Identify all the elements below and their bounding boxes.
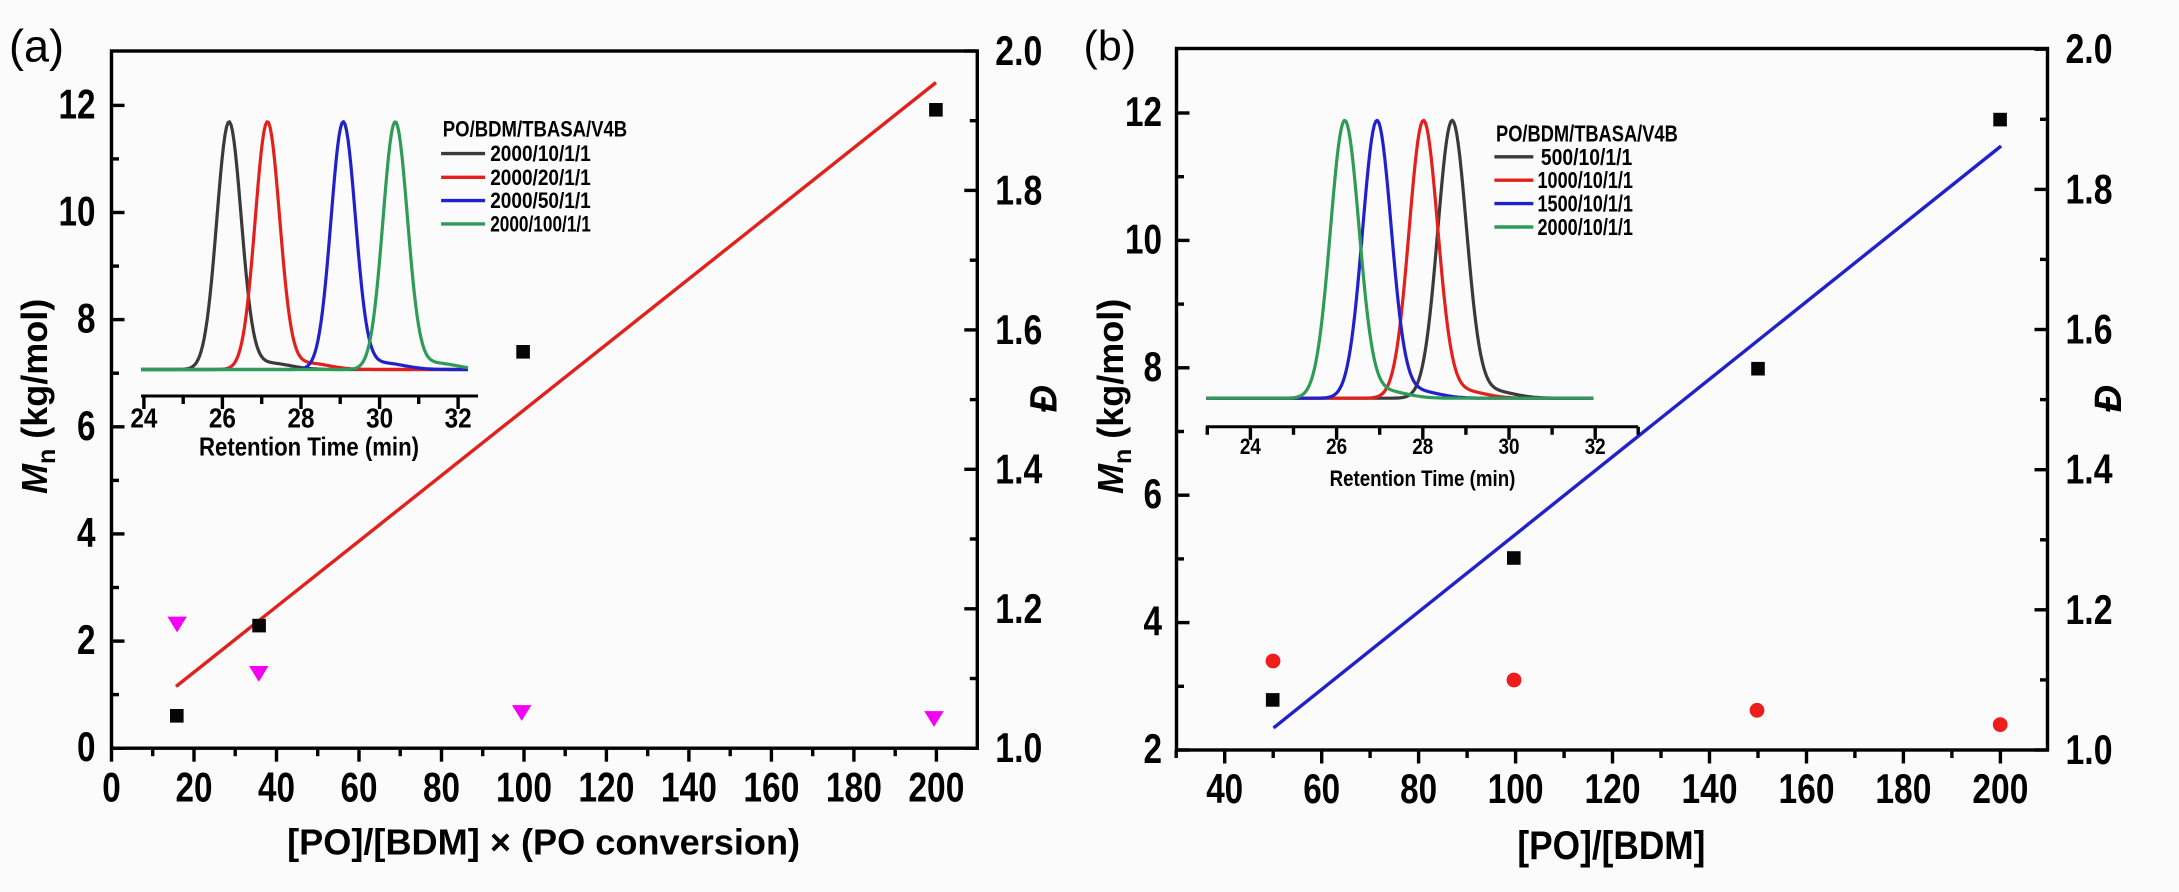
svg-text:32: 32 — [445, 402, 472, 433]
svg-text:8: 8 — [1144, 343, 1163, 390]
svg-text:1.2: 1.2 — [2066, 586, 2113, 633]
svg-text:4: 4 — [77, 509, 96, 556]
svg-text:180: 180 — [1875, 765, 1931, 812]
svg-text:2000/10/1/1: 2000/10/1/1 — [1538, 214, 1634, 240]
svg-text:Retention Time (min): Retention Time (min) — [199, 432, 419, 462]
svg-text:2000/100/1/1: 2000/100/1/1 — [490, 212, 591, 237]
svg-text:2000/50/1/1: 2000/50/1/1 — [490, 188, 591, 213]
svg-text:PO/BDM/TBASA/V4B: PO/BDM/TBASA/V4B — [443, 116, 627, 141]
svg-text:Đ: Đ — [1024, 385, 1066, 412]
svg-text:200: 200 — [908, 764, 964, 811]
svg-text:30: 30 — [1499, 434, 1520, 459]
svg-text:80: 80 — [423, 764, 460, 811]
svg-text:100: 100 — [496, 764, 552, 811]
svg-text:2.0: 2.0 — [995, 27, 1042, 74]
svg-text:2.0: 2.0 — [2066, 25, 2113, 72]
svg-text:2000/20/1/1: 2000/20/1/1 — [490, 165, 591, 190]
svg-text:12: 12 — [1125, 88, 1162, 135]
svg-text:30: 30 — [366, 402, 393, 433]
svg-text:160: 160 — [1779, 765, 1835, 812]
svg-text:1.0: 1.0 — [2066, 726, 2113, 773]
svg-text:100: 100 — [1488, 765, 1544, 812]
svg-text:6: 6 — [77, 402, 96, 449]
svg-text:2: 2 — [1144, 725, 1163, 772]
svg-text:28: 28 — [1412, 434, 1433, 459]
svg-text:32: 32 — [1585, 434, 1606, 459]
svg-text:60: 60 — [341, 764, 378, 811]
svg-text:1.4: 1.4 — [2066, 446, 2113, 493]
svg-text:(a): (a) — [9, 21, 64, 72]
svg-text:[PO]/[BDM] × (PO conversion): [PO]/[BDM] × (PO conversion) — [287, 822, 800, 863]
svg-text:140: 140 — [661, 764, 717, 811]
svg-text:1.6: 1.6 — [995, 306, 1042, 353]
svg-text:Mn (kg/mol): Mn (kg/mol) — [1090, 299, 1137, 494]
svg-text:24: 24 — [130, 402, 157, 433]
svg-text:10: 10 — [1125, 215, 1162, 262]
svg-text:180: 180 — [826, 764, 882, 811]
svg-text:2: 2 — [77, 616, 96, 663]
svg-text:24: 24 — [1240, 434, 1262, 459]
svg-text:200: 200 — [1972, 765, 2028, 812]
svg-text:12: 12 — [59, 80, 96, 127]
svg-text:40: 40 — [258, 764, 295, 811]
svg-text:60: 60 — [1303, 765, 1340, 812]
svg-text:120: 120 — [1585, 765, 1641, 812]
svg-text:4: 4 — [1144, 598, 1163, 645]
svg-text:1.2: 1.2 — [995, 585, 1042, 632]
svg-text:1000/10/1/1: 1000/10/1/1 — [1538, 167, 1634, 193]
svg-text:1.4: 1.4 — [995, 445, 1042, 492]
svg-text:1.0: 1.0 — [995, 724, 1042, 771]
svg-text:40: 40 — [1206, 765, 1243, 812]
svg-text:26: 26 — [1326, 434, 1347, 459]
svg-text:120: 120 — [578, 764, 634, 811]
svg-text:PO/BDM/TBASA/V4B: PO/BDM/TBASA/V4B — [1496, 120, 1678, 146]
svg-text:20: 20 — [176, 764, 213, 811]
svg-text:26: 26 — [209, 402, 236, 433]
svg-text:6: 6 — [1144, 470, 1163, 517]
svg-text:140: 140 — [1682, 765, 1738, 812]
svg-text:Mn (kg/mol): Mn (kg/mol) — [14, 299, 61, 494]
svg-text:8: 8 — [77, 295, 96, 342]
svg-text:1.8: 1.8 — [2066, 165, 2113, 212]
svg-text:28: 28 — [288, 402, 315, 433]
svg-text:[PO]/[BDM]: [PO]/[BDM] — [1517, 824, 1705, 868]
svg-text:(b): (b) — [1084, 23, 1137, 71]
svg-text:2000/10/1/1: 2000/10/1/1 — [490, 141, 591, 166]
svg-text:80: 80 — [1400, 765, 1437, 812]
svg-text:500/10/1/1: 500/10/1/1 — [1541, 144, 1632, 170]
svg-text:10: 10 — [59, 188, 96, 235]
svg-text:0: 0 — [77, 723, 96, 770]
svg-text:1.8: 1.8 — [995, 166, 1042, 213]
svg-text:Retention Time (min): Retention Time (min) — [1330, 466, 1516, 491]
svg-text:1.6: 1.6 — [2066, 306, 2113, 353]
svg-text:0: 0 — [102, 764, 121, 811]
svg-text:Đ: Đ — [2088, 385, 2130, 412]
svg-text:1500/10/1/1: 1500/10/1/1 — [1538, 191, 1634, 217]
svg-text:160: 160 — [743, 764, 799, 811]
